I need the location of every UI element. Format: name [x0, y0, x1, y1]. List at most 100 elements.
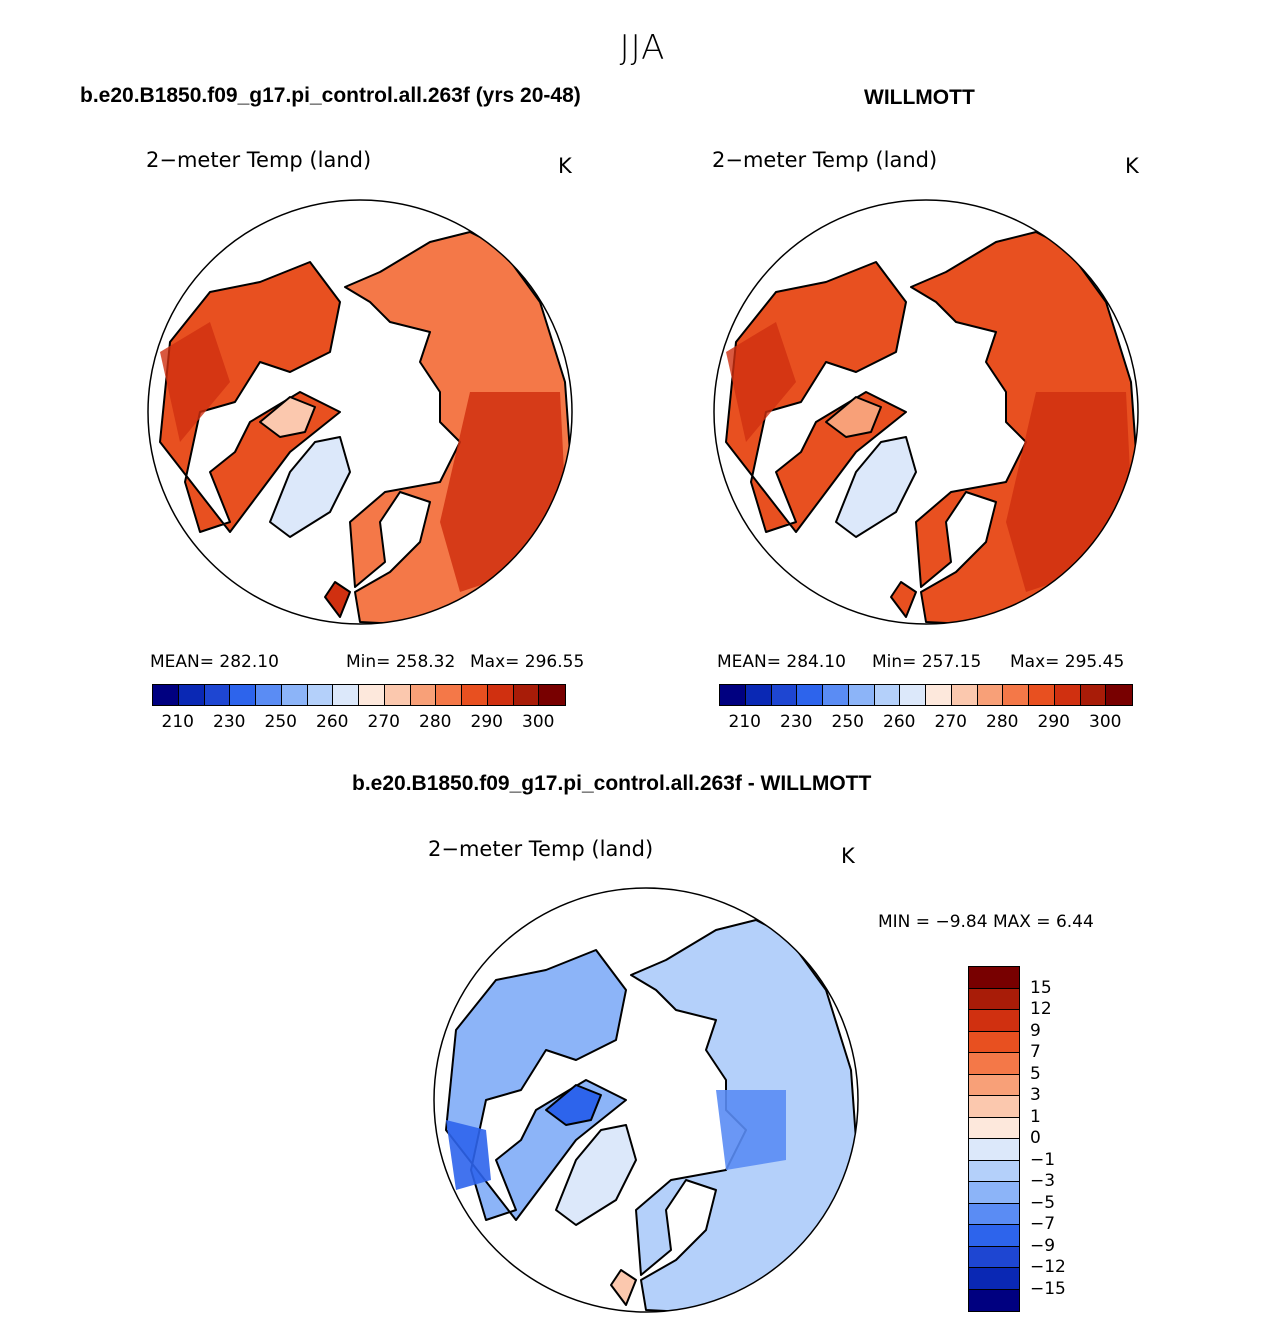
model-colorbar-swatch — [204, 685, 231, 705]
obs-colorbar-swatch — [1080, 685, 1107, 705]
diff-minmax: MIN = −9.84 MAX = 6.44 — [878, 912, 1094, 932]
diff-colorbar-swatch — [969, 1053, 1019, 1075]
obs-map — [713, 199, 1139, 625]
model-min: Min= 258.32 — [346, 652, 456, 672]
model-map-label: 2−meter Temp (land) — [146, 148, 372, 172]
diff-colorbar-tick-label: 5 — [1030, 1063, 1041, 1084]
obs-colorbar-swatch — [745, 685, 772, 705]
model-colorbar-swatch — [410, 685, 437, 705]
obs-colorbar-swatch — [874, 685, 901, 705]
diff-colorbar-swatch — [969, 1160, 1019, 1182]
diff-colorbar-tick-label: 0 — [1030, 1128, 1041, 1148]
model-mean: MEAN= 282.10 — [150, 652, 279, 672]
diff-colorbar-swatch — [969, 1246, 1019, 1268]
model-map-landmasses — [159, 231, 571, 624]
diff-colorbar-tick-label: 12 — [1030, 999, 1052, 1019]
diff-panel-title: b.e20.B1850.f09_g17.pi_control.all.263f … — [352, 772, 872, 795]
model-colorbar-swatch — [359, 685, 385, 705]
diff-colorbar-swatch — [969, 988, 1019, 1010]
model-colorbar-swatch — [230, 685, 256, 705]
diff-colorbar-tick-label: −7 — [1030, 1214, 1056, 1234]
model-colorbar-swatch — [333, 685, 359, 705]
diff-colorbar-swatch — [969, 1074, 1019, 1096]
diff-colorbar-swatch — [969, 1139, 1019, 1161]
diff-colorbar-tick-label: −9 — [1030, 1235, 1056, 1256]
model-colorbar-tick-label: 300 — [522, 712, 555, 732]
obs-colorbar-tick-label: 210 — [728, 712, 761, 732]
obs-colorbar-swatch — [1029, 685, 1055, 705]
obs-colorbar-swatch — [977, 685, 1004, 705]
obs-warm-west — [726, 322, 796, 442]
obs-colorbar-swatch — [926, 685, 952, 705]
model-colorbar-swatch — [178, 685, 205, 705]
diff-colorbar-tick-label: 3 — [1030, 1085, 1041, 1105]
obs-land-arcticIslands — [825, 396, 882, 438]
obs-colorbar-tick-label: 230 — [780, 712, 813, 732]
model-colorbar-tick-label: 270 — [367, 712, 400, 732]
diff-colorbar-tick-label: 7 — [1030, 1042, 1041, 1062]
obs-colorbar-swatch — [823, 685, 849, 705]
obs-map-landmasses — [725, 231, 1137, 624]
diff-colorbar-tick-label: 1 — [1030, 1106, 1041, 1127]
diff-colorbar-swatch — [969, 1182, 1019, 1204]
diff-colorbar-tick-label: 9 — [1030, 1020, 1041, 1041]
diff-map — [433, 887, 859, 1313]
model-colorbar-tick-label: 280 — [419, 712, 452, 732]
diff-colorbar-tick-label: −5 — [1030, 1192, 1056, 1213]
diff-colorbar-swatch — [969, 967, 1019, 989]
diff-land-arcticIslands — [545, 1084, 602, 1126]
model-colorbar-swatch — [436, 685, 462, 705]
model-colorbar-tick-label: 210 — [161, 712, 194, 732]
model-colorbar-swatch — [513, 685, 540, 705]
diff-colorbar — [968, 966, 1020, 1312]
model-colorbar-swatch — [256, 685, 282, 705]
diff-colorbar-swatch — [969, 1031, 1019, 1053]
obs-map-border — [713, 199, 1139, 625]
obs-colorbar-tick-label: 250 — [831, 712, 864, 732]
model-land-greenland — [269, 436, 351, 538]
obs-units: K — [1125, 154, 1139, 178]
model-colorbar-swatch — [462, 685, 488, 705]
model-land-uk — [324, 581, 351, 618]
obs-colorbar-swatch — [720, 685, 746, 705]
obs-min: Min= 257.15 — [872, 652, 982, 672]
diff-colorbar-swatch — [969, 1289, 1019, 1311]
season-title: JJA — [619, 28, 666, 68]
obs-colorbar-swatch — [848, 685, 875, 705]
model-units: K — [558, 154, 572, 178]
obs-colorbar-swatch — [1003, 685, 1029, 705]
obs-land-greenland — [835, 436, 917, 538]
model-colorbar-tick-label: 250 — [264, 712, 297, 732]
obs-colorbar-tick-label: 260 — [883, 712, 916, 732]
obs-colorbar-tick-label: 270 — [934, 712, 967, 732]
model-warm-west — [160, 322, 230, 442]
diff-land-uk — [610, 1269, 637, 1306]
model-colorbar-swatch — [384, 685, 411, 705]
diff-colorbar-swatch — [969, 1096, 1019, 1118]
model-colorbar — [152, 684, 566, 706]
obs-colorbar — [719, 684, 1133, 706]
diff-colorbar-tick-label: −3 — [1030, 1171, 1056, 1191]
obs-colorbar-tick-label: 290 — [1037, 712, 1070, 732]
model-land-arcticIslands — [259, 396, 316, 438]
obs-mean: MEAN= 284.10 — [717, 652, 846, 672]
diff-land-greenland — [555, 1124, 637, 1226]
obs-colorbar-swatch — [1054, 685, 1081, 705]
model-colorbar-swatch — [153, 685, 179, 705]
model-colorbar-swatch — [307, 685, 334, 705]
model-map-border — [147, 199, 573, 625]
model-panel-title: b.e20.B1850.f09_g17.pi_control.all.263f … — [80, 84, 581, 107]
diff-colorbar-swatch — [969, 1225, 1019, 1247]
diff-colorbar-tick-label: −12 — [1030, 1257, 1066, 1277]
obs-colorbar-swatch — [797, 685, 823, 705]
diff-colorbar-tick-label: 15 — [1030, 977, 1052, 998]
diff-map-border — [433, 887, 859, 1313]
obs-map-label: 2−meter Temp (land) — [712, 148, 938, 172]
diff-colorbar-tick-label: −15 — [1030, 1278, 1066, 1299]
obs-colorbar-swatch — [900, 685, 926, 705]
obs-colorbar-swatch — [771, 685, 798, 705]
obs-max: Max= 295.45 — [1010, 652, 1125, 672]
diff-map-label: 2−meter Temp (land) — [428, 837, 654, 861]
model-map — [147, 199, 573, 625]
model-colorbar-tick-label: 230 — [213, 712, 246, 732]
